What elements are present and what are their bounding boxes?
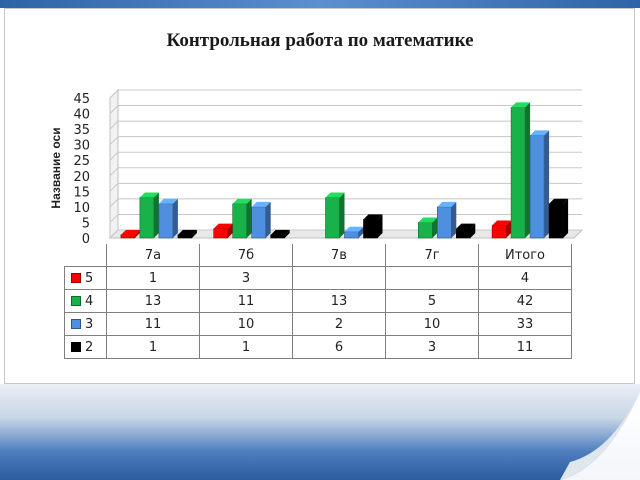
gridline: [109, 105, 582, 114]
legend-swatch: [71, 342, 81, 352]
y-tick-label: 20: [73, 170, 90, 185]
bar: [251, 201, 271, 239]
legend-label: 5: [85, 270, 94, 286]
y-axis-label: Название оси: [49, 127, 63, 208]
legend-entry: 4: [64, 289, 107, 313]
gridline: [109, 89, 582, 99]
bar: [177, 229, 197, 239]
data-label: 6: [292, 335, 386, 359]
chart-gridlines: [109, 89, 582, 239]
bar: [436, 201, 457, 239]
data-label: 33: [478, 312, 572, 336]
bar: [213, 223, 233, 239]
bar: [548, 198, 569, 239]
data-label: [385, 266, 479, 290]
bar: [417, 217, 438, 239]
data-label: 2: [292, 312, 386, 336]
legend-swatch: [71, 273, 81, 283]
bar: [325, 192, 345, 239]
category-label: 7г: [385, 244, 479, 267]
chart-title: Контрольная работа по математике: [166, 30, 474, 51]
table-row: 2 1 1 6 3 11: [64, 335, 572, 359]
bar: [270, 229, 290, 239]
y-tick-label: 5: [82, 216, 90, 231]
page-curl-decoration: [560, 392, 640, 480]
legend-swatch: [71, 296, 81, 306]
data-label: 10: [385, 312, 479, 336]
y-tick-label: 45: [73, 92, 90, 107]
legend-entry: 2: [64, 335, 107, 359]
gridline: [109, 198, 582, 208]
legend-label: 3: [85, 316, 94, 332]
gridline: [109, 120, 582, 130]
data-table: 7а 7б 7в 7г Итого 5 1 3 4 4 13 11 13 5 42 3 11 10 2 10 33 2 1 1…: [64, 244, 572, 359]
gridline: [109, 136, 582, 146]
gridline: [109, 167, 582, 177]
y-tick-label: 35: [73, 123, 90, 138]
y-tick-label: 30: [73, 139, 90, 154]
data-label: 11: [478, 335, 572, 359]
data-label: 11: [199, 289, 293, 313]
slide-bottom-background: [0, 384, 640, 480]
bar: [491, 220, 512, 239]
bar: [232, 198, 252, 239]
bar: [510, 102, 531, 239]
gridline: [109, 213, 582, 223]
bar: [139, 192, 159, 239]
data-label: 3: [385, 335, 479, 359]
gridline: [109, 151, 582, 161]
category-label: 7а: [106, 244, 200, 267]
slide-top-border: [0, 0, 640, 8]
data-label: 1: [199, 335, 293, 359]
y-tick-label: 25: [73, 154, 90, 169]
table-row: 3 11 10 2 10 33: [64, 312, 572, 336]
data-label: 1: [106, 335, 200, 359]
data-label: 3: [199, 266, 293, 290]
y-tick-label: 10: [73, 201, 90, 216]
bar: [120, 229, 140, 239]
legend-label: 2: [85, 339, 94, 355]
y-tick-label: 40: [73, 108, 90, 123]
y-tick-label: 0: [82, 232, 90, 247]
legend-label: 4: [85, 293, 94, 309]
chart-bars: [120, 102, 569, 239]
data-label: 13: [106, 289, 200, 313]
bar: [529, 130, 550, 239]
legend-entry: 5: [64, 266, 107, 290]
data-label: 13: [292, 289, 386, 313]
data-label: 42: [478, 289, 572, 313]
table-row: 4 13 11 13 5 42: [64, 289, 572, 313]
data-label: 10: [199, 312, 293, 336]
table-corner: [65, 244, 107, 267]
data-label: [292, 266, 386, 290]
data-label: 4: [478, 266, 572, 290]
legend-entry: 3: [64, 312, 107, 336]
category-label: 7в: [292, 244, 386, 267]
data-label: 11: [106, 312, 200, 336]
bar: [158, 198, 178, 239]
category-label: 7б: [199, 244, 293, 267]
gridline: [109, 182, 582, 192]
bar: [344, 226, 364, 239]
y-tick-label: 15: [73, 185, 90, 200]
data-label: 5: [385, 289, 479, 313]
bar: [455, 223, 476, 239]
legend-swatch: [71, 319, 81, 329]
category-label: Итого: [478, 244, 572, 267]
data-label: 1: [106, 266, 200, 290]
bar: [363, 214, 383, 239]
